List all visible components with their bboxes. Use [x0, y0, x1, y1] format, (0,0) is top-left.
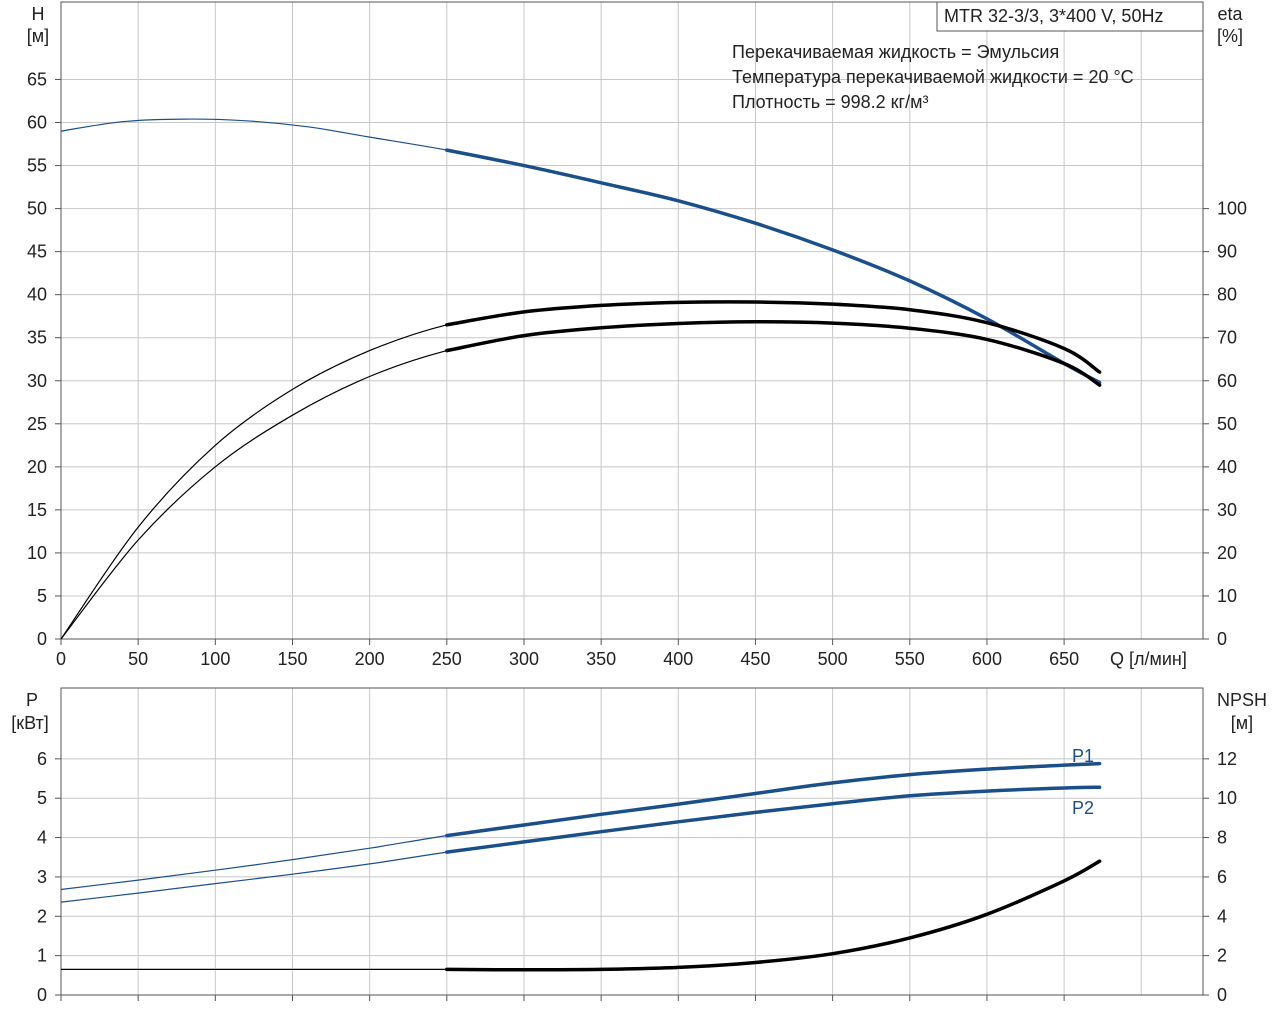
- y-right-tick-label: 40: [1217, 457, 1237, 477]
- x-tick-label: 200: [355, 649, 385, 669]
- series-line-bold: [445, 300, 1102, 374]
- y-right-tick-label: 70: [1217, 328, 1237, 348]
- y-right-tick-label: 10: [1217, 586, 1237, 606]
- series-label-p2: P2: [1072, 798, 1094, 818]
- power-panel-grid: [61, 688, 1203, 995]
- y-right-label-top: eta: [1217, 4, 1243, 24]
- y-right-tick-label: 20: [1217, 543, 1237, 563]
- y-left-tick-label: 20: [27, 457, 47, 477]
- series-line-thin: [60, 786, 1100, 903]
- info-line-1: Перекачиваемая жидкость = Эмульсия: [732, 42, 1059, 62]
- series-line-bold: [445, 320, 1102, 387]
- series-line-bold: [445, 761, 1102, 838]
- series-line-thin: [61, 860, 1100, 971]
- y-right-tick-label: 0: [1217, 985, 1227, 1005]
- series-line-thin: [60, 118, 1100, 384]
- chart-title: MTR 32-3/3, 3*400 V, 50Hz: [944, 6, 1163, 26]
- y-right-tick-label: 8: [1217, 828, 1227, 848]
- y-right-tick-label: 90: [1217, 242, 1237, 262]
- x-axis-label: Q [л/мин]: [1110, 649, 1187, 669]
- y-right-tick-label: 60: [1217, 371, 1237, 391]
- x-tick-label: 50: [128, 649, 148, 669]
- y-right-tick-label: 12: [1217, 749, 1237, 769]
- y-right-unit-bottom: [м]: [1231, 713, 1253, 733]
- power-panel-series: [60, 761, 1102, 972]
- y-right-tick-label: 10: [1217, 788, 1237, 808]
- series-line-bold: [445, 859, 1102, 972]
- y-right-tick-label: 100: [1217, 199, 1247, 219]
- y-right-tick-label: 2: [1217, 946, 1227, 966]
- y-left-tick-label: 4: [37, 828, 47, 848]
- info-line-3: Плотность = 998.2 кг/м³: [732, 92, 928, 112]
- series-line-thin: [60, 321, 1100, 640]
- x-tick-label: 450: [740, 649, 770, 669]
- y-left-tick-label: 25: [27, 414, 47, 434]
- title-box: [936, 1, 1204, 32]
- y-left-tick-label: 3: [37, 867, 47, 887]
- x-tick-label: 300: [509, 649, 539, 669]
- y-right-tick-label: 80: [1217, 285, 1237, 305]
- y-left-unit-top: [м]: [27, 26, 49, 46]
- y-right-tick-label: 30: [1217, 500, 1237, 520]
- y-left-tick-label: 0: [37, 985, 47, 1005]
- y-right-unit-top: [%]: [1217, 26, 1243, 46]
- y-left-tick-label: 6: [37, 749, 47, 769]
- y-left-tick-label: 2: [37, 906, 47, 926]
- head-panel-series: [60, 118, 1102, 640]
- head-panel-ticks: 0510152025303540455055606501020304050607…: [27, 69, 1247, 669]
- series-label-p1: P1: [1072, 746, 1094, 766]
- power-panel-frame: [60, 687, 1204, 996]
- y-left-tick-label: 60: [27, 113, 47, 133]
- x-tick-label: 150: [277, 649, 307, 669]
- y-left-tick-label: 15: [27, 500, 47, 520]
- x-tick-label: 550: [895, 649, 925, 669]
- x-tick-label: 100: [200, 649, 230, 669]
- y-left-label-bottom: P: [26, 690, 38, 710]
- y-left-tick-label: 65: [27, 69, 47, 89]
- y-left-tick-label: 5: [37, 586, 47, 606]
- x-tick-label: 600: [972, 649, 1002, 669]
- x-tick-label: 0: [56, 649, 66, 669]
- x-tick-label: 500: [818, 649, 848, 669]
- y-left-tick-label: 55: [27, 156, 47, 176]
- y-right-label-bottom: NPSH: [1217, 690, 1267, 710]
- y-left-tick-label: 10: [27, 543, 47, 563]
- x-tick-label: 400: [663, 649, 693, 669]
- y-left-tick-label: 1: [37, 946, 47, 966]
- y-left-tick-label: 35: [27, 328, 47, 348]
- x-tick-label: 250: [432, 649, 462, 669]
- y-left-unit-bottom: [кВт]: [11, 713, 49, 733]
- y-left-tick-label: 30: [27, 371, 47, 391]
- series-line-thin: [60, 301, 1100, 640]
- series-line-bold: [445, 785, 1102, 854]
- head-panel-frame: [60, 1, 1204, 640]
- y-left-tick-label: 40: [27, 285, 47, 305]
- y-left-tick-label: 0: [37, 629, 47, 649]
- y-right-tick-label: 50: [1217, 414, 1237, 434]
- info-line-2: Температура перекачиваемой жидкости = 20…: [732, 67, 1134, 87]
- series-line-thin: [60, 763, 1100, 891]
- y-left-tick-label: 50: [27, 199, 47, 219]
- x-tick-label: 350: [586, 649, 616, 669]
- y-left-label-top: H: [32, 4, 45, 24]
- head-panel-grid: [61, 2, 1203, 639]
- y-right-tick-label: 6: [1217, 867, 1227, 887]
- series-line-bold: [445, 148, 1102, 385]
- x-tick-label: 650: [1049, 649, 1079, 669]
- y-left-tick-label: 5: [37, 788, 47, 808]
- y-left-tick-label: 45: [27, 242, 47, 262]
- y-right-tick-label: 4: [1217, 906, 1227, 926]
- y-right-tick-label: 0: [1217, 629, 1227, 649]
